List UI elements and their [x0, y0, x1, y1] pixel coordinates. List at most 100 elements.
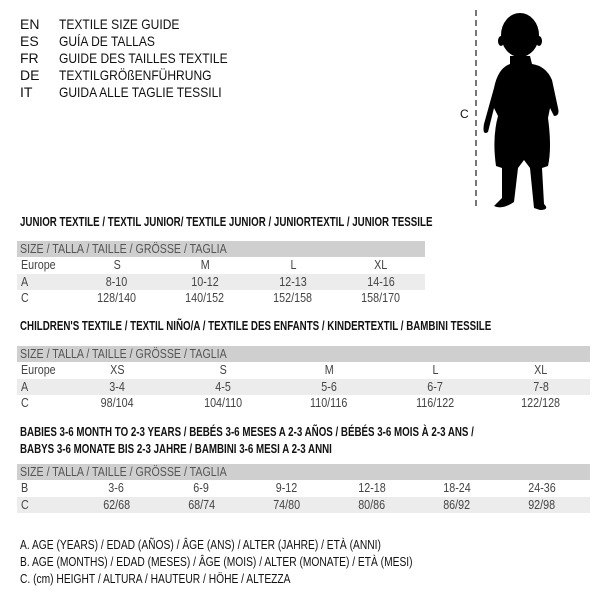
- table-cell: 62/68: [74, 497, 159, 514]
- size-table-header: SIZE / TALLA / TAILLE / GRÖSSE / TAGLIA: [17, 464, 590, 480]
- section-title: BABIES 3-6 MONTH TO 2-3 YEARS / BEBÉS 3-…: [20, 424, 600, 441]
- table-cell-text: 4-5: [215, 379, 231, 394]
- table-cell: L: [249, 257, 337, 274]
- table-cell: 7-8: [488, 379, 594, 396]
- legend-item: A. AGE (YEARS) / EDAD (AÑOS) / ÂGE (ANS)…: [20, 537, 460, 554]
- legend-item: B. AGE (MONTHS) / EDAD (MESES) / ÂGE (MO…: [20, 554, 499, 571]
- table-cell-text: 3-6: [108, 481, 125, 495]
- table-cell-text: L: [290, 258, 296, 272]
- table-cell: 110/116: [276, 395, 382, 412]
- table-cell-text: M: [324, 363, 334, 377]
- table-cell-text: 128/140: [97, 291, 137, 305]
- table-cell-text: 18-24: [442, 481, 471, 495]
- table-cell: 14-16: [337, 274, 425, 291]
- table-cell-text: XS: [109, 363, 125, 377]
- table-row: C 62/68 68/74 74/80 80/86 86/92 92/98: [17, 496, 590, 514]
- language-title-text: GUIDA ALLE TAGLIE TESSILI: [59, 84, 222, 100]
- child-silhouette-icon: [483, 13, 559, 210]
- row-label-text: C: [21, 497, 29, 512]
- table-row: Europe XS S M L XL: [17, 362, 590, 379]
- row-label-text: C: [21, 291, 29, 305]
- table-cell-text: 3-4: [109, 379, 125, 394]
- table-cell-text: M: [200, 258, 210, 272]
- table-row: C 128/140 140/152 152/158 158/170: [17, 290, 425, 307]
- legend-text: C. (cm) HEIGHT / ALTURA / HAUTEUR / HÖHE…: [20, 572, 291, 586]
- table-cell: 9-12: [244, 480, 329, 497]
- table-cell: L: [382, 362, 488, 379]
- legend-text: A. AGE (YEARS) / EDAD (AÑOS) / ÂGE (ANS)…: [20, 538, 381, 552]
- table-cell-text: 62/68: [103, 497, 130, 512]
- table-row: C 98/104 104/110 110/116 116/122 122/128: [17, 395, 590, 412]
- table-cell: 122/128: [488, 395, 594, 412]
- table-cell: 3-4: [64, 379, 170, 396]
- table-cell-text: 24-36: [527, 481, 556, 495]
- table-cell: XL: [337, 257, 425, 274]
- table-row: B 3-6 6-9 9-12 12-18 18-24 24-36: [17, 480, 590, 497]
- table-row: Europe S M L XL: [17, 257, 425, 274]
- size-table: SIZE / TALLA / TAILLE / GRÖSSE / TAGLIA E…: [17, 346, 590, 412]
- table-cell: 5-6: [276, 379, 382, 396]
- table-cell: 18-24: [414, 480, 499, 497]
- table-cell-text: 152/158: [273, 291, 313, 305]
- table-cell-text: 5-6: [321, 379, 337, 394]
- table-cell-text: XL: [534, 363, 548, 377]
- language-code: EN: [20, 16, 40, 32]
- section-title-text: BABIES 3-6 MONTH TO 2-3 YEARS / BEBÉS 3-…: [20, 425, 474, 439]
- table-cell-text: 12-18: [357, 481, 386, 495]
- table-cell: 6-9: [159, 480, 244, 497]
- table-cell-text: 74/80: [273, 497, 300, 512]
- table-cell: 4-5: [170, 379, 276, 396]
- language-code: DE: [20, 67, 40, 83]
- row-label: Europe: [17, 362, 64, 379]
- table-cell: 10-12: [161, 274, 249, 291]
- table-cell-text: 158/170: [361, 291, 401, 305]
- table-cell: 152/158: [249, 290, 337, 307]
- row-label-text: B: [21, 481, 29, 495]
- row-label-text: Europe: [21, 363, 56, 377]
- row-label: A: [17, 274, 73, 291]
- table-cell: 86/92: [414, 497, 499, 514]
- language-code: ES: [20, 33, 39, 49]
- row-label-text: A: [21, 379, 29, 394]
- table-cell: 68/74: [159, 497, 244, 514]
- table-cell-text: 98/104: [100, 396, 134, 410]
- table-cell: 6-7: [382, 379, 488, 396]
- table-cell-text: 80/86: [358, 497, 385, 512]
- table-cell-text: 7-8: [533, 379, 549, 394]
- table-cell-text: XL: [374, 258, 388, 272]
- row-label: A: [17, 379, 64, 396]
- row-label-text: A: [21, 274, 29, 289]
- table-cell: M: [276, 362, 382, 379]
- size-table: SIZE / TALLA / TAILLE / GRÖSSE / TAGLIA B…: [17, 464, 590, 513]
- section-title-text: CHILDREN'S TEXTILE / TEXTIL NIÑO/A / TEX…: [20, 319, 492, 333]
- row-label-text: C: [21, 396, 29, 410]
- language-title: GUIDE DES TAILLES TEXTILE: [59, 50, 255, 67]
- legend-item: C. (cm) HEIGHT / ALTURA / HAUTEUR / HÖHE…: [20, 571, 350, 588]
- table-cell-text: S: [219, 363, 227, 377]
- language-title-text: GUIDE DES TAILLES TEXTILE: [59, 50, 228, 66]
- table-cell: XS: [64, 362, 170, 379]
- table-cell: M: [161, 257, 249, 274]
- table-cell-text: 104/110: [203, 396, 243, 410]
- table-row: A 8-10 10-12 12-13 14-16: [17, 273, 425, 291]
- language-title-text: TEXTILGRÖßENFÜHRUNG: [59, 67, 212, 83]
- language-title-text: TEXTILE SIZE GUIDE: [59, 16, 180, 32]
- table-cell-text: S: [113, 258, 121, 272]
- language-title: GUÍA DE TALLAS: [59, 33, 171, 50]
- legend-text: B. AGE (MONTHS) / EDAD (MESES) / ÂGE (MO…: [20, 555, 413, 569]
- table-cell: 92/98: [499, 497, 584, 514]
- section-title-text: JUNIOR TEXTILE / TEXTIL JUNIOR/ TEXTILE …: [20, 215, 433, 229]
- table-cell: 8-10: [73, 274, 161, 291]
- table-cell: 158/170: [337, 290, 425, 307]
- row-label: Europe: [17, 257, 73, 274]
- height-measure-label: C: [460, 107, 469, 121]
- table-cell: XL: [488, 362, 594, 379]
- table-cell: 128/140: [73, 290, 161, 307]
- row-label: C: [17, 395, 64, 412]
- size-table-header: SIZE / TALLA / TAILLE / GRÖSSE / TAGLIA: [17, 346, 590, 362]
- size-table-header: SIZE / TALLA / TAILLE / GRÖSSE / TAGLIA: [17, 241, 425, 257]
- height-measure-line: [475, 10, 477, 206]
- table-cell: 12-13: [249, 274, 337, 291]
- language-code: FR: [20, 50, 39, 66]
- section-title-text: BABYS 3-6 MONATE BIS 2-3 JAHRE / BAMBINI…: [20, 442, 332, 456]
